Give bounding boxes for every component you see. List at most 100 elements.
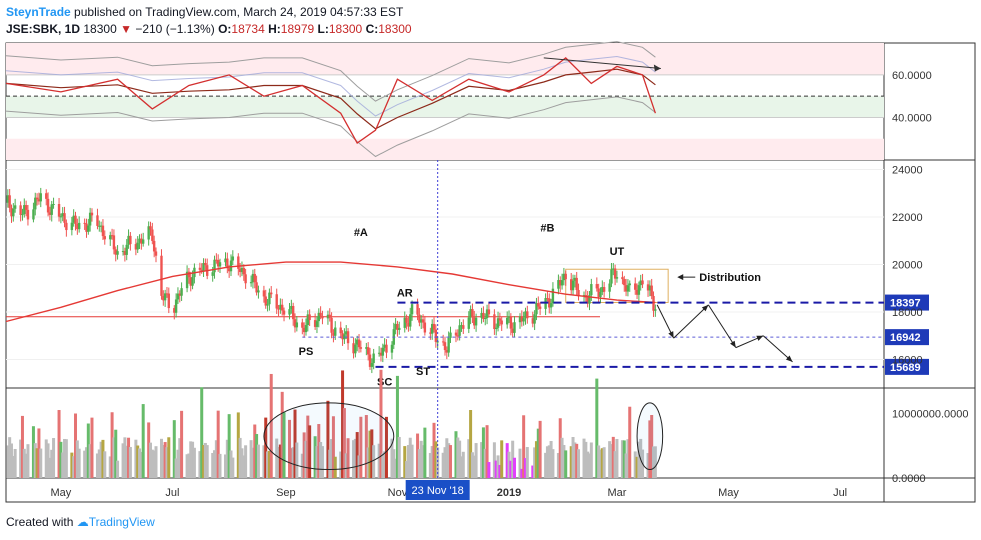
candle-body: [65, 222, 68, 231]
symbol-line: JSE:SBK, 1D 18300 ▼ −210 (−1.13%) O:1873…: [6, 22, 412, 36]
candle-body: [449, 332, 452, 338]
volume-bar: [328, 449, 332, 478]
candle-body: [288, 309, 291, 315]
candle-body: [301, 322, 304, 328]
volume-bar: [161, 444, 165, 478]
candle-body: [372, 353, 375, 364]
published-text: published on TradingView.com, March 24, …: [74, 5, 404, 19]
candle-body: [613, 268, 617, 279]
candle-body: [354, 344, 357, 354]
candle-body: [176, 293, 180, 300]
volume-bar: [224, 454, 227, 478]
candle-body: [407, 322, 410, 327]
volume-bar: [127, 437, 131, 478]
candle-body: [174, 299, 178, 313]
volume-bar: [147, 422, 151, 478]
author-name[interactable]: SteynTrade: [6, 5, 71, 19]
candle-body: [538, 306, 542, 309]
candle-body: [123, 251, 127, 255]
candle-body: [474, 317, 478, 326]
candle-body: [35, 197, 39, 200]
candle-body: [533, 314, 536, 324]
candle-body: [23, 205, 26, 215]
candle-body: [70, 222, 74, 231]
volume-bar: [264, 417, 268, 478]
volume-bar: [202, 444, 206, 478]
volume-bar: [653, 446, 657, 478]
volume-bar: [52, 438, 56, 478]
candle-body: [434, 329, 438, 342]
time-tick-label: Mar: [607, 487, 626, 499]
candle-body: [268, 292, 271, 305]
volume-bar: [178, 438, 182, 478]
volume-bar: [331, 416, 335, 478]
price-tick-label: 22000: [892, 212, 923, 224]
projection-segment: [762, 335, 793, 363]
volume-bar: [611, 436, 615, 478]
candle-body: [167, 293, 170, 309]
volume-bar: [308, 425, 312, 478]
volume-bar: [141, 404, 145, 478]
candle-body: [602, 287, 606, 292]
candle-body: [562, 273, 566, 281]
volume-bar: [652, 446, 656, 478]
volume-bar: [487, 462, 491, 478]
volume-bar: [633, 451, 637, 478]
volume-bar: [461, 451, 465, 478]
candle-body: [255, 282, 258, 293]
volume-bar: [37, 428, 41, 478]
volume-bar: [626, 439, 630, 478]
volume-bar: [200, 387, 204, 478]
volume-bar: [72, 456, 76, 478]
tradingview-brand[interactable]: TradingView: [88, 515, 155, 529]
volume-bar: [556, 453, 560, 478]
candle-body: [366, 347, 370, 355]
volume-bar: [538, 420, 542, 478]
volume-bar: [436, 447, 440, 478]
candle-body: [114, 249, 117, 255]
volume-bar: [11, 455, 15, 478]
candle-body: [141, 239, 145, 244]
price-tick-label: 20000: [892, 260, 923, 272]
volume-bar: [320, 446, 324, 478]
candle-body: [615, 277, 619, 279]
candle-body: [76, 224, 79, 230]
candle-body: [251, 273, 255, 283]
candle-body: [621, 277, 624, 280]
volume-bar: [20, 415, 24, 478]
candle-body: [163, 293, 167, 301]
volume-bar: [159, 438, 163, 478]
rsi-upper-band: [5, 41, 656, 102]
candle-body: [443, 342, 447, 351]
time-tick-label: Jul: [833, 487, 847, 499]
candle-body: [586, 297, 589, 304]
volume-bar: [280, 391, 284, 478]
volume-bar: [150, 449, 154, 478]
volume-bar: [84, 447, 88, 478]
volume-bar: [390, 438, 394, 478]
candle-body: [456, 335, 460, 337]
candle-body: [116, 251, 119, 255]
time-tick-label: May: [50, 487, 71, 499]
candle-body: [74, 215, 77, 225]
candle-body: [551, 288, 555, 304]
symbol-label[interactable]: JSE:SBK, 1D: [6, 22, 81, 36]
volume-bar: [523, 458, 527, 478]
candle-body: [98, 225, 101, 227]
volume-bar: [421, 445, 425, 478]
candle-body: [187, 271, 191, 278]
candle-body: [352, 343, 355, 354]
candle-body: [641, 280, 644, 285]
candle-body: [109, 235, 112, 240]
volume-bar: [615, 439, 619, 478]
candle-body: [365, 347, 368, 349]
volume-bar: [562, 445, 566, 478]
candle-body: [637, 285, 641, 295]
volume-bar: [236, 412, 240, 478]
candle-body: [266, 304, 269, 306]
candle-body: [398, 327, 401, 330]
volume-bar: [496, 455, 500, 478]
volume-bar: [622, 440, 626, 478]
candle-body: [559, 280, 562, 286]
